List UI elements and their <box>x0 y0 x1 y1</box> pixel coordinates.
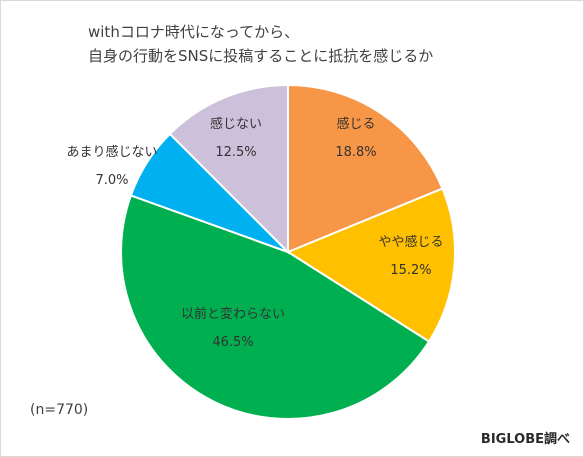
chart-title: withコロナ時代になってから、 自身の行動をSNSに投稿することに抵抗を感じる… <box>88 20 433 68</box>
slice-percent-label: 18.8% <box>335 145 376 160</box>
pie-slices <box>120 83 456 420</box>
slice-category-label: やや感じる <box>378 234 443 250</box>
chart-title-line-1: withコロナ時代になってから、 <box>88 23 300 41</box>
slice-category-label: 感じない <box>210 116 262 132</box>
pie-slice <box>120 194 431 420</box>
pie-slice <box>287 83 444 254</box>
sample-size-note: (n=770) <box>30 402 89 418</box>
pie-slice <box>285 187 456 343</box>
slice-percent-label: 15.2% <box>390 263 431 278</box>
slice-percent-label: 46.5% <box>212 335 253 350</box>
pie-slice <box>168 83 289 255</box>
chart-title-line-2: 自身の行動をSNSに投稿することに抵抗を感じるか <box>88 47 434 65</box>
slice-category-label: あまり感じない <box>66 144 157 160</box>
slice-category-label: 以前と変わらない <box>181 306 285 322</box>
slice-percent-label: 12.5% <box>215 145 256 160</box>
slice-category-label: 感じる <box>336 116 375 132</box>
pie-labels: 感じる 18.8% やや感じる 15.2% 以前と変わらない 46.5% あまり感じない 7.… <box>66 116 443 350</box>
slice-percent-label: 7.0% <box>95 173 128 188</box>
source-credit: BIGLOBE調べ <box>480 432 570 447</box>
